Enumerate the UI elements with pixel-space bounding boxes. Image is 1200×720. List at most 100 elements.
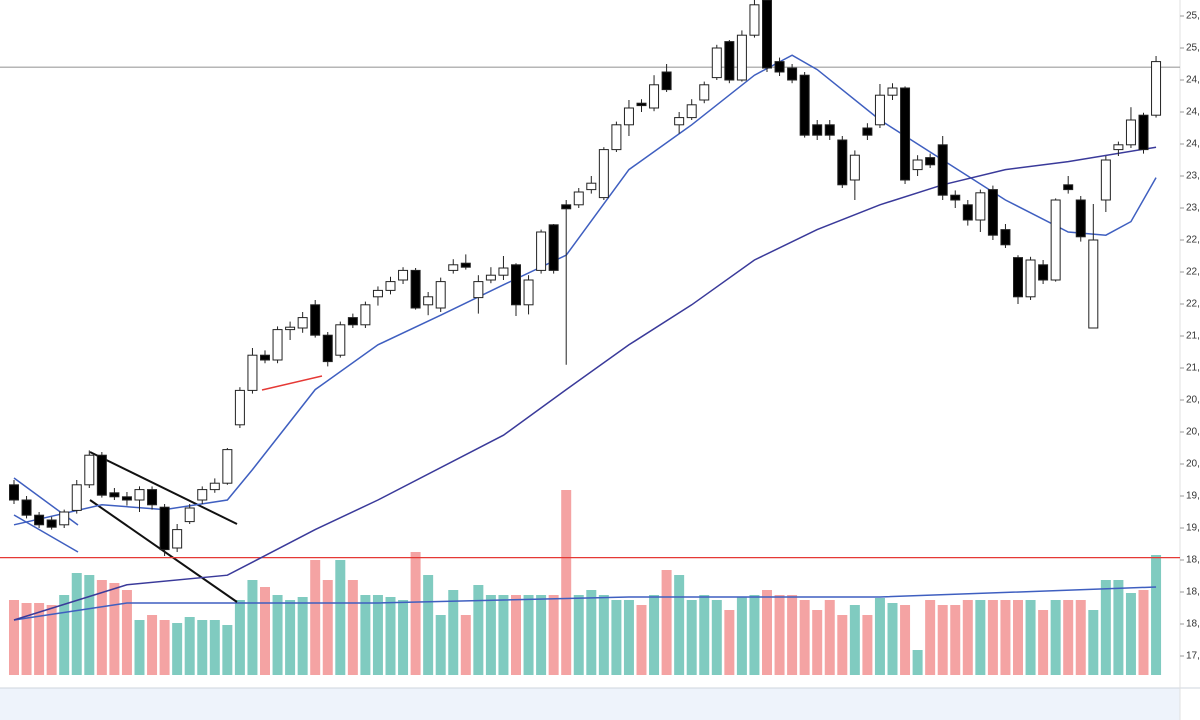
candle-body	[1125, 119, 1136, 146]
candle-body	[272, 329, 283, 361]
candle-body	[59, 511, 70, 526]
volume-bar	[9, 600, 19, 675]
candle-body	[837, 139, 848, 186]
volume-bar	[661, 570, 672, 675]
volume-bar	[536, 595, 547, 675]
y-tick-label: 19,200	[1186, 523, 1200, 534]
candle-body	[824, 124, 835, 136]
y-tick-label: 22,400	[1186, 267, 1200, 278]
candle-body	[623, 107, 634, 126]
volume-bar	[548, 595, 559, 675]
candle-body	[1038, 264, 1049, 281]
candle-body	[322, 334, 333, 363]
candle-body	[159, 506, 170, 551]
candle-body	[473, 281, 484, 299]
volume-bar	[1100, 580, 1111, 675]
volume-bar	[297, 597, 308, 675]
volume-bar	[586, 590, 597, 675]
candle-body	[96, 454, 107, 496]
candle-body	[561, 204, 572, 210]
candle-body	[360, 304, 371, 326]
y-tick-label: 20,000	[1186, 459, 1200, 470]
volume-bar	[46, 605, 57, 675]
volume-ma-line	[13, 586, 1157, 621]
volume-bar	[498, 595, 509, 675]
y-tick-label: 18,800	[1186, 555, 1200, 566]
volume-bar	[962, 600, 973, 675]
y-tick-label: 18,400	[1186, 587, 1200, 598]
volume-bar	[272, 595, 283, 675]
y-tick-label: 23,600	[1186, 171, 1200, 182]
y-tick-label: 25,600	[1186, 11, 1200, 22]
candle-body	[398, 269, 409, 281]
candle-body	[975, 192, 986, 221]
candle-body	[762, 0, 772, 69]
candle-body	[197, 489, 208, 501]
candle-body	[1013, 257, 1023, 298]
candle-body	[736, 34, 747, 81]
candle-body	[812, 124, 823, 136]
volume-bar	[874, 598, 885, 675]
volume-bar	[1138, 590, 1149, 675]
candle-body	[34, 514, 45, 526]
candle-body	[799, 74, 810, 136]
candle-body	[1075, 199, 1086, 238]
candle-body	[1025, 259, 1036, 298]
candle-body	[649, 84, 660, 109]
volume-bar	[1063, 600, 1074, 675]
y-tick-label: 17,600	[1186, 651, 1200, 662]
y-tick-label: 19,600	[1186, 491, 1200, 502]
volume-bar	[686, 600, 697, 675]
volume-bar	[372, 595, 383, 675]
volume-bar	[197, 620, 208, 675]
moving-average-line	[13, 146, 1157, 621]
volume-bar	[485, 595, 496, 675]
volume-bar	[34, 603, 45, 675]
candle-body	[423, 296, 434, 306]
candle-body	[1113, 144, 1124, 151]
volume-bar	[21, 603, 32, 675]
volume-bar	[736, 597, 747, 675]
volume-bar	[1013, 600, 1023, 675]
candle-body	[573, 191, 584, 206]
volume-bar	[1050, 600, 1061, 675]
candle-body	[523, 279, 534, 306]
volume-bar	[322, 580, 333, 675]
volume-bar	[209, 620, 220, 675]
volume-bar	[636, 605, 647, 675]
candle-body	[900, 87, 911, 181]
volume-bar	[561, 490, 572, 675]
channel-line	[89, 451, 238, 525]
candle-body	[147, 489, 158, 506]
moving-average-line	[13, 54, 1157, 526]
y-tick-label: 18,000	[1186, 619, 1200, 630]
volume-bar	[134, 620, 145, 675]
volume-bar	[360, 595, 371, 675]
candle-body	[71, 484, 82, 511]
y-tick-label: 20,800	[1186, 395, 1200, 406]
candle-body	[109, 492, 120, 498]
candle-body	[699, 84, 710, 101]
candle-body	[209, 482, 220, 491]
volume-bar	[1075, 600, 1086, 675]
candle-body	[84, 454, 95, 486]
volume-bar	[147, 615, 158, 675]
volume-bar	[849, 605, 860, 675]
volume-bar	[335, 560, 346, 675]
candle-body	[787, 67, 798, 81]
candle-body	[247, 354, 258, 391]
volume-bar	[385, 597, 396, 675]
candle-body	[347, 317, 358, 326]
volume-bar	[460, 615, 471, 675]
volume-bar	[71, 573, 82, 675]
candle-body	[862, 127, 873, 136]
y-tick-label: 23,200	[1186, 203, 1200, 214]
candle-body	[222, 449, 233, 484]
candle-body	[335, 324, 346, 356]
volume-bar	[59, 595, 70, 675]
volume-bar	[1113, 580, 1124, 675]
y-tick-label: 24,400	[1186, 107, 1200, 118]
volume-bar	[611, 600, 622, 675]
volume-bar	[109, 583, 120, 675]
volume-bar	[975, 600, 986, 675]
